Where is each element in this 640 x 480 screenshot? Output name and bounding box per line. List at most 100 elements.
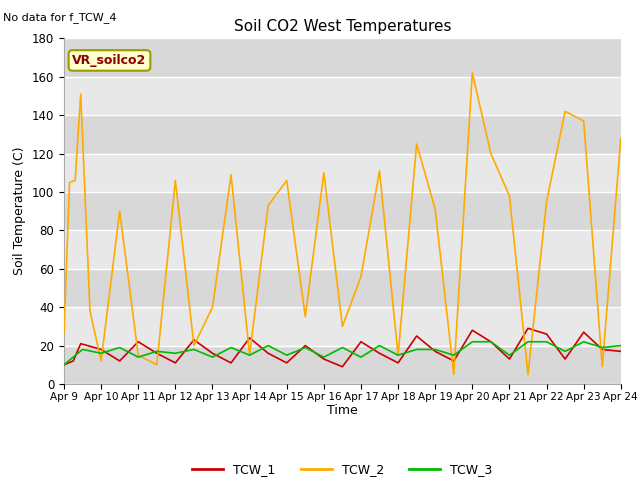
TCW_3 — [153, 348, 161, 354]
TCW_3 — [301, 345, 309, 350]
X-axis label: Time: Time — [327, 405, 358, 418]
TCW_3 — [543, 339, 550, 345]
TCW_1 — [190, 337, 198, 343]
Bar — [64, 307, 621, 346]
TCW_2 — [71, 178, 79, 183]
TCW_2 — [209, 304, 216, 310]
TCW_2 — [153, 362, 161, 368]
TCW_3 — [190, 347, 198, 352]
TCW_3 — [209, 354, 216, 360]
TCW_2 — [524, 372, 532, 377]
TCW_2 — [60, 329, 68, 335]
Text: No data for f_TCW_4: No data for f_TCW_4 — [3, 12, 116, 23]
TCW_1 — [394, 360, 402, 366]
TCW_1 — [339, 364, 346, 370]
TCW_1 — [283, 360, 291, 366]
TCW_2 — [468, 70, 476, 76]
TCW_2 — [66, 180, 74, 185]
TCW_1 — [506, 356, 513, 362]
TCW_3 — [79, 347, 86, 352]
TCW_1 — [598, 347, 606, 352]
TCW_3 — [413, 347, 420, 352]
TCW_2 — [543, 199, 550, 204]
Bar — [64, 77, 621, 115]
TCW_3 — [339, 345, 346, 350]
TCW_3 — [506, 352, 513, 358]
TCW_3 — [617, 343, 625, 348]
TCW_2 — [617, 135, 625, 141]
TCW_1 — [301, 343, 309, 348]
TCW_2 — [339, 324, 346, 329]
Y-axis label: Soil Temperature (C): Soil Temperature (C) — [13, 147, 26, 276]
TCW_2 — [487, 151, 495, 156]
TCW_1 — [543, 331, 550, 337]
TCW_2 — [506, 193, 513, 199]
TCW_1 — [413, 333, 420, 339]
Bar — [64, 154, 621, 192]
TCW_3 — [227, 345, 235, 350]
TCW_3 — [524, 339, 532, 345]
TCW_1 — [264, 350, 272, 356]
TCW_3 — [376, 343, 383, 348]
TCW_1 — [561, 356, 569, 362]
TCW_3 — [172, 350, 179, 356]
Bar — [64, 38, 621, 77]
TCW_1 — [617, 348, 625, 354]
TCW_3 — [598, 345, 606, 350]
TCW_1 — [450, 358, 458, 364]
TCW_1 — [69, 358, 77, 364]
TCW_2 — [376, 168, 383, 174]
TCW_2 — [134, 352, 142, 358]
TCW_1 — [487, 339, 495, 345]
TCW_3 — [431, 347, 439, 352]
TCW_2 — [116, 208, 124, 214]
TCW_3 — [134, 354, 142, 360]
TCW_2 — [450, 372, 458, 377]
TCW_3 — [357, 354, 365, 360]
TCW_2 — [301, 314, 309, 320]
TCW_3 — [246, 352, 253, 358]
TCW_3 — [116, 345, 124, 350]
TCW_1 — [227, 360, 235, 366]
TCW_2 — [394, 352, 402, 358]
TCW_1 — [153, 350, 161, 356]
Legend: TCW_1, TCW_2, TCW_3: TCW_1, TCW_2, TCW_3 — [187, 458, 498, 480]
Bar — [64, 230, 621, 269]
TCW_3 — [320, 354, 328, 360]
TCW_1 — [357, 339, 365, 345]
TCW_3 — [264, 343, 272, 348]
Line: TCW_3: TCW_3 — [64, 342, 621, 365]
TCW_1 — [60, 362, 68, 368]
TCW_2 — [264, 203, 272, 208]
TCW_1 — [431, 348, 439, 354]
TCW_3 — [450, 352, 458, 358]
TCW_1 — [172, 360, 179, 366]
TCW_1 — [246, 335, 253, 341]
TCW_1 — [209, 350, 216, 356]
TCW_1 — [580, 329, 588, 335]
TCW_2 — [172, 178, 179, 183]
Bar — [64, 192, 621, 230]
TCW_2 — [227, 172, 235, 178]
TCW_2 — [77, 91, 84, 97]
Bar — [64, 346, 621, 384]
TCW_2 — [86, 308, 94, 314]
TCW_1 — [77, 341, 84, 347]
TCW_3 — [468, 339, 476, 345]
TCW_3 — [487, 339, 495, 345]
Bar — [64, 269, 621, 307]
TCW_3 — [283, 352, 291, 358]
TCW_3 — [580, 339, 588, 345]
Text: VR_soilco2: VR_soilco2 — [72, 54, 147, 67]
TCW_2 — [190, 343, 198, 348]
TCW_2 — [246, 352, 253, 358]
TCW_2 — [598, 364, 606, 370]
Title: Soil CO2 West Temperatures: Soil CO2 West Temperatures — [234, 20, 451, 35]
TCW_3 — [60, 362, 68, 368]
TCW_1 — [376, 350, 383, 356]
Line: TCW_1: TCW_1 — [64, 328, 621, 367]
TCW_3 — [97, 350, 105, 356]
TCW_2 — [357, 274, 365, 279]
TCW_1 — [97, 347, 105, 352]
TCW_2 — [413, 141, 420, 147]
